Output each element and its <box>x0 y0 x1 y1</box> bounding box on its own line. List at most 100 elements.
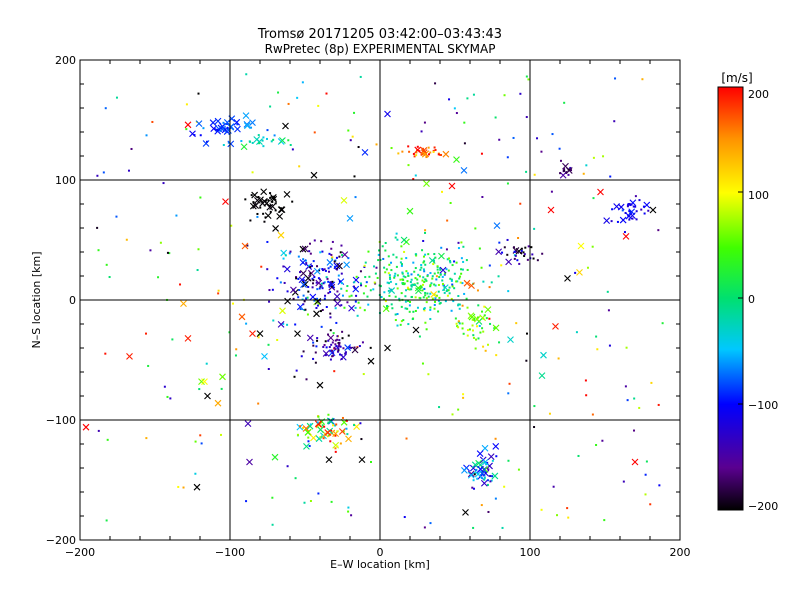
data-point-dot <box>423 260 426 263</box>
data-point-dot <box>125 238 128 241</box>
data-point-dot <box>327 267 330 270</box>
data-point-cross <box>304 274 312 282</box>
data-point-dot <box>400 245 403 248</box>
data-point-cross <box>180 300 187 307</box>
data-point-dot <box>262 145 265 148</box>
data-point-dot <box>423 153 426 156</box>
data-points <box>82 73 664 529</box>
data-point-dot <box>320 285 323 288</box>
data-point-dot <box>421 249 424 252</box>
data-point-dot <box>457 326 460 329</box>
data-point-dot <box>274 202 277 205</box>
data-point-dot <box>405 437 408 440</box>
data-point-dot <box>331 349 334 352</box>
data-point-dot <box>525 75 528 78</box>
data-point-dot <box>341 416 344 419</box>
data-point-dot <box>419 268 422 271</box>
data-point-dot <box>226 127 229 130</box>
data-point-dot <box>267 199 270 202</box>
data-point-dot <box>334 447 337 450</box>
data-point-dot <box>403 516 406 519</box>
data-point-dot <box>577 454 580 457</box>
data-point-dot <box>200 442 203 445</box>
data-point-dot <box>558 147 561 150</box>
data-point-dot <box>269 105 272 108</box>
data-point-dot <box>460 241 463 244</box>
data-point-dot <box>566 507 569 510</box>
data-point-dot <box>459 281 462 284</box>
data-point-dot <box>332 424 335 427</box>
data-point-dot <box>506 156 509 159</box>
data-point-dot <box>395 283 398 286</box>
data-point-dot <box>540 508 543 511</box>
data-point-dot <box>457 320 460 323</box>
data-point-dot <box>175 214 178 217</box>
data-point-dot <box>353 111 356 114</box>
data-point-cross <box>619 216 627 224</box>
data-point-dot <box>351 135 354 138</box>
data-point-dot <box>296 433 299 436</box>
data-point-dot <box>300 307 303 310</box>
data-point-dot <box>552 485 555 488</box>
data-point-dot <box>432 150 435 153</box>
data-point-dot <box>317 104 320 107</box>
data-point-dot <box>485 463 488 466</box>
data-point-dot <box>166 251 169 254</box>
x-tick-label: 0 <box>377 546 384 559</box>
data-point-dot <box>171 338 174 341</box>
data-point-cross <box>631 458 639 466</box>
data-point-dot <box>606 290 609 293</box>
data-point-dot <box>325 346 328 349</box>
data-point-cross <box>346 215 354 222</box>
data-point-dot <box>422 296 425 299</box>
data-point-dot <box>250 194 253 197</box>
data-point-dot <box>405 289 408 292</box>
data-point-cross <box>448 182 456 190</box>
data-point-dot <box>440 153 443 156</box>
data-point-dot <box>319 310 322 313</box>
data-point-dot <box>409 281 412 284</box>
data-point-cross <box>253 136 261 143</box>
data-point-dot <box>383 266 386 269</box>
data-point-cross <box>476 450 484 458</box>
data-point-cross <box>336 262 343 270</box>
data-point-dot <box>328 252 331 255</box>
data-point-dot <box>451 283 454 286</box>
data-point-dot <box>633 429 636 432</box>
data-point-dot <box>316 337 319 340</box>
data-point-dot <box>582 172 585 175</box>
data-point-dot <box>482 280 485 283</box>
data-point-dot <box>325 305 328 308</box>
data-point-dot <box>439 268 442 271</box>
data-point-dot <box>405 270 408 273</box>
data-point-dot <box>540 150 543 153</box>
data-point-dot <box>431 297 434 300</box>
data-point-cross <box>299 245 307 253</box>
data-point-dot <box>526 332 528 335</box>
data-point-cross <box>277 206 285 214</box>
data-point-dot <box>429 308 432 311</box>
data-point-dot <box>527 245 530 248</box>
data-point-dot <box>536 259 539 262</box>
data-point-dot <box>530 246 533 249</box>
data-point-dot <box>334 434 337 437</box>
data-point-dot <box>462 393 465 396</box>
data-point-cross <box>246 458 253 466</box>
data-point-dot <box>591 413 594 416</box>
data-point-dot <box>472 93 475 96</box>
data-point-dot <box>444 272 447 275</box>
data-point-cross <box>473 315 481 323</box>
data-point-dot <box>388 294 391 297</box>
data-point-dot <box>305 378 308 381</box>
data-point-dot <box>433 283 436 286</box>
data-point-dot <box>149 249 152 252</box>
data-point-dot <box>319 251 322 254</box>
data-point-dot <box>329 358 332 361</box>
data-point-dot <box>428 153 431 156</box>
data-point-dot <box>437 283 440 286</box>
data-point-dot <box>115 215 118 218</box>
y-tick-label: −100 <box>46 414 76 427</box>
data-point-dot <box>429 284 432 287</box>
data-point-dot <box>401 283 404 286</box>
data-point-dot <box>614 77 617 80</box>
